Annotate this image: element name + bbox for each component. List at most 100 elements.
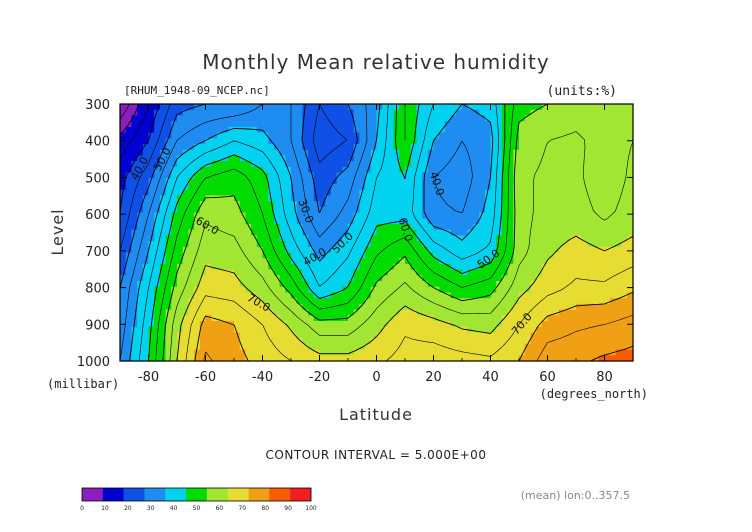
humidity-cell	[450, 246, 457, 254]
humidity-cell	[598, 286, 606, 294]
humidity-cell	[262, 138, 269, 145]
humidity-cell	[296, 235, 303, 242]
humidity-cell	[177, 298, 184, 305]
humidity-cell	[222, 218, 229, 225]
humidity-cell	[142, 126, 150, 134]
humidity-cell	[353, 115, 360, 122]
humidity-cell	[507, 286, 514, 294]
humidity-cell	[410, 155, 417, 162]
humidity-cell	[273, 149, 281, 156]
humidity-cell	[456, 338, 463, 345]
humidity-cell	[234, 218, 241, 225]
humidity-cell	[456, 143, 463, 151]
humidity-cell	[222, 275, 229, 282]
humidity-cell	[330, 252, 338, 259]
humidity-cell	[279, 223, 286, 231]
humidity-cell	[610, 269, 617, 276]
humidity-cell	[467, 258, 474, 265]
humidity-cell	[490, 223, 497, 231]
humidity-cell	[165, 252, 172, 259]
humidity-cell	[291, 218, 298, 225]
humidity-cell	[427, 109, 435, 117]
humidity-cell	[342, 166, 349, 174]
humidity-cell	[205, 132, 212, 139]
humidity-cell	[273, 349, 281, 356]
humidity-cell	[177, 349, 184, 356]
humidity-cell	[171, 104, 178, 111]
humidity-cell	[496, 126, 503, 134]
humidity-cell	[558, 269, 566, 276]
humidity-cell	[519, 321, 526, 328]
humidity-cell	[541, 298, 549, 305]
humidity-cell	[291, 343, 298, 351]
humidity-cell	[405, 349, 412, 356]
humidity-cell	[228, 143, 235, 151]
humidity-cell	[291, 303, 298, 311]
humidity-cell	[621, 321, 628, 328]
humidity-cell	[422, 315, 429, 322]
humidity-cell	[291, 309, 298, 316]
humidity-cell	[159, 161, 167, 168]
humidity-cell	[370, 166, 378, 174]
contour-line	[119, 103, 473, 362]
humidity-cell	[188, 195, 195, 202]
humidity-cell	[273, 115, 281, 122]
humidity-cell	[262, 275, 269, 282]
humidity-cell	[547, 195, 554, 202]
humidity-cell	[148, 143, 155, 151]
humidity-cell	[456, 155, 463, 162]
humidity-cell	[171, 338, 178, 345]
humidity-cell	[120, 201, 127, 208]
humidity-cell	[131, 149, 138, 156]
humidity-cell	[387, 143, 395, 151]
humidity-cell	[148, 149, 155, 156]
humidity-cell	[507, 326, 514, 334]
humidity-cell	[137, 326, 144, 334]
humidity-cell	[359, 178, 366, 185]
humidity-cell	[570, 338, 577, 345]
humidity-cell	[604, 332, 611, 339]
humidity-cell	[359, 269, 366, 276]
humidity-cell	[399, 321, 406, 328]
humidity-cell	[262, 189, 269, 196]
humidity-cell	[547, 201, 554, 208]
humidity-cell	[490, 155, 497, 162]
humidity-cell	[205, 349, 212, 356]
humidity-cell	[393, 121, 400, 128]
humidity-cell	[615, 332, 623, 339]
colorbar-swatch	[123, 488, 145, 501]
humidity-cell	[399, 166, 406, 174]
humidity-cell	[467, 275, 474, 282]
humidity-cell	[393, 206, 400, 214]
humidity-cell	[194, 298, 201, 305]
humidity-cell	[319, 206, 326, 214]
humidity-cell	[610, 229, 617, 236]
humidity-cell	[416, 269, 423, 276]
humidity-cell	[467, 315, 474, 322]
humidity-cell	[598, 121, 606, 128]
humidity-cell	[564, 161, 571, 168]
humidity-cell	[496, 132, 503, 139]
humidity-cell	[348, 315, 355, 322]
humidity-cell	[496, 326, 503, 334]
humidity-cell	[125, 246, 132, 254]
humidity-cell	[222, 201, 229, 208]
humidity-cell	[507, 343, 514, 351]
humidity-cell	[165, 315, 172, 322]
humidity-cell	[234, 252, 241, 259]
humidity-cell	[199, 315, 207, 322]
humidity-cell	[182, 115, 189, 122]
humidity-cell	[621, 161, 628, 168]
humidity-cell	[194, 246, 201, 254]
humidity-cell	[165, 161, 172, 168]
humidity-cell	[450, 241, 457, 248]
humidity-cell	[308, 275, 315, 282]
humidity-cell	[171, 121, 178, 128]
humidity-cell	[456, 115, 463, 122]
humidity-cell	[456, 121, 463, 128]
humidity-cell	[524, 235, 531, 242]
humidity-cell	[422, 104, 429, 111]
humidity-cell	[501, 218, 509, 225]
humidity-cell	[199, 309, 207, 316]
humidity-cell	[228, 252, 235, 259]
